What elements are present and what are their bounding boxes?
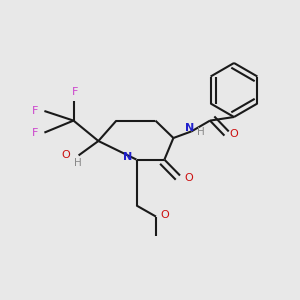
Text: F: F — [32, 128, 39, 138]
Text: O: O — [61, 150, 70, 161]
Text: O: O — [184, 173, 193, 183]
Text: N: N — [124, 152, 133, 162]
Text: O: O — [229, 129, 238, 139]
Text: F: F — [72, 87, 78, 98]
Text: O: O — [160, 210, 169, 220]
Text: H: H — [74, 158, 82, 168]
Text: H: H — [197, 127, 205, 137]
Text: F: F — [32, 106, 39, 116]
Text: N: N — [185, 123, 194, 133]
